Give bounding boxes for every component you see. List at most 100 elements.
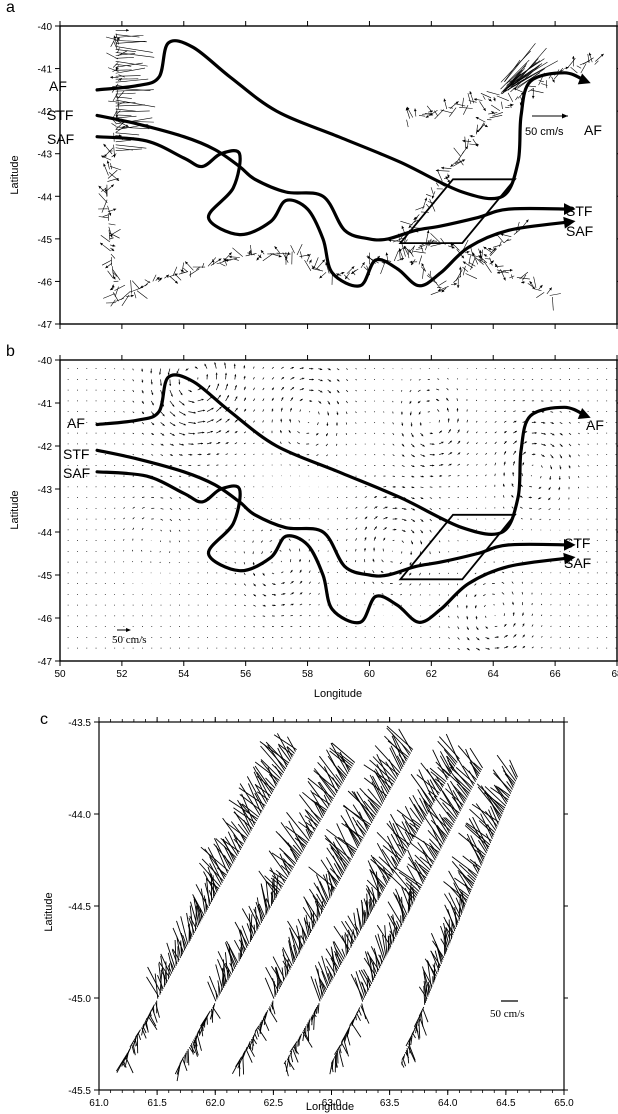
velocity-arrowhead	[206, 374, 209, 377]
velocity-vector	[383, 454, 385, 456]
adcp-velocity-vector	[450, 780, 465, 804]
velocity-arrowhead	[208, 453, 211, 456]
adcp-velocity-vector	[418, 1006, 425, 1017]
adcp-velocity-vector	[275, 869, 288, 880]
velocity-arrowhead	[235, 407, 238, 411]
drifter-velocity-vector	[515, 96, 519, 101]
velocity-arrowhead	[291, 603, 294, 606]
drifter-velocity-vector	[530, 89, 544, 94]
velocity-arrowhead	[448, 429, 451, 432]
adcp-velocity-vector	[387, 740, 409, 758]
drifter-velocity-vector	[400, 220, 413, 226]
velocity-vector	[448, 626, 450, 629]
velocity-vector	[502, 602, 505, 606]
velocity-vector	[578, 465, 580, 468]
adcp-velocity-vector	[225, 822, 248, 839]
velocity-vector	[132, 517, 135, 520]
adcp-velocity-vector	[271, 852, 294, 868]
panel-c-xtick-label: 62.0	[206, 1098, 226, 1109]
adcp-velocity-vector	[191, 1043, 194, 1055]
velocity-vector	[141, 527, 144, 531]
adcp-velocity-vector	[346, 846, 355, 857]
velocity-vector	[550, 615, 552, 617]
velocity-vector	[485, 507, 487, 509]
adcp-velocity-vector	[360, 899, 366, 924]
drifter-velocity-arrowhead	[509, 268, 513, 272]
velocity-arrowhead	[209, 442, 212, 445]
drifter-velocity-arrowhead	[248, 250, 252, 254]
drifter-velocity-vector	[418, 115, 426, 117]
drifter-velocity-vector	[411, 245, 415, 255]
velocity-vector	[279, 550, 282, 552]
drifter-velocity-vector	[262, 253, 274, 262]
drifter-velocity-arrowhead	[483, 254, 487, 257]
velocity-vector	[335, 443, 338, 446]
panel-b-xtick-label: 62	[426, 669, 438, 680]
drifter-velocity-vector	[468, 261, 476, 267]
velocity-vector	[345, 539, 348, 541]
velocity-arrowhead	[477, 638, 480, 641]
adcp-velocity-vector	[427, 981, 431, 991]
adcp-velocity-vector	[462, 765, 477, 781]
velocity-vector	[578, 422, 580, 424]
velocity-vector	[253, 420, 255, 423]
drifter-velocity-vector	[178, 271, 189, 275]
velocity-vector	[336, 529, 339, 531]
drifter-velocity-arrowhead	[488, 98, 492, 102]
adcp-velocity-vector	[246, 776, 265, 808]
adcp-velocity-vector	[359, 787, 380, 810]
velocity-arrowhead	[513, 461, 515, 464]
panel-b: b Latitude Longitude -40-41-42-43-44-45-…	[6, 343, 618, 700]
adcp-velocity-vector	[277, 733, 292, 760]
drifter-velocity-vector	[437, 171, 443, 182]
drifter-velocity-arrowhead	[469, 134, 473, 138]
velocity-vector	[494, 431, 497, 434]
velocity-vector	[132, 496, 135, 498]
velocity-arrowhead	[534, 442, 537, 445]
drifter-velocity-vector	[108, 223, 116, 226]
velocity-vector	[169, 465, 173, 467]
velocity-vector	[262, 409, 265, 412]
adcp-velocity-vector	[480, 813, 493, 839]
velocity-vector	[364, 506, 368, 509]
adcp-velocity-vector	[242, 1046, 248, 1058]
adcp-velocity-vector	[234, 939, 243, 956]
adcp-velocity-vector	[355, 823, 366, 835]
adcp-velocity-vector	[428, 838, 441, 851]
velocity-arrowhead	[252, 563, 255, 566]
adcp-velocity-vector	[208, 890, 214, 901]
velocity-arrowhead	[404, 507, 407, 510]
velocity-arrowhead	[538, 497, 541, 500]
velocity-arrowhead	[474, 606, 477, 609]
velocity-arrowhead	[505, 646, 509, 649]
adcp-velocity-vector	[239, 794, 263, 812]
velocity-vector	[485, 421, 487, 423]
velocity-vector	[419, 583, 421, 586]
velocity-arrowhead	[394, 528, 397, 531]
velocity-arrowhead	[502, 483, 505, 486]
adcp-velocity-vector	[367, 799, 379, 812]
drifter-velocity-arrowhead	[336, 273, 340, 276]
velocity-arrowhead	[226, 383, 228, 386]
drifter-velocity-vector	[538, 80, 544, 83]
velocity-vector	[466, 464, 469, 466]
adcp-velocity-vector	[208, 975, 219, 998]
velocity-arrowhead	[173, 424, 176, 426]
adcp-velocity-vector	[389, 930, 396, 940]
adcp-velocity-vector	[259, 1021, 262, 1029]
adcp-velocity-vector	[443, 881, 468, 901]
adcp-velocity-vector	[344, 932, 353, 947]
adcp-velocity-vector	[389, 933, 393, 945]
adcp-velocity-vector	[258, 903, 266, 918]
velocity-vector	[132, 389, 135, 393]
velocity-vector	[383, 432, 385, 435]
adcp-velocity-vector	[393, 866, 423, 887]
velocity-arrowhead	[373, 547, 376, 550]
velocity-arrowhead	[182, 403, 185, 406]
adcp-velocity-vector	[271, 966, 283, 984]
velocity-arrowhead	[551, 456, 554, 459]
drifter-velocity-vector	[570, 66, 578, 74]
adcp-velocity-vector	[171, 949, 178, 965]
adcp-velocity-vector	[387, 901, 403, 926]
velocity-vector	[448, 604, 450, 607]
